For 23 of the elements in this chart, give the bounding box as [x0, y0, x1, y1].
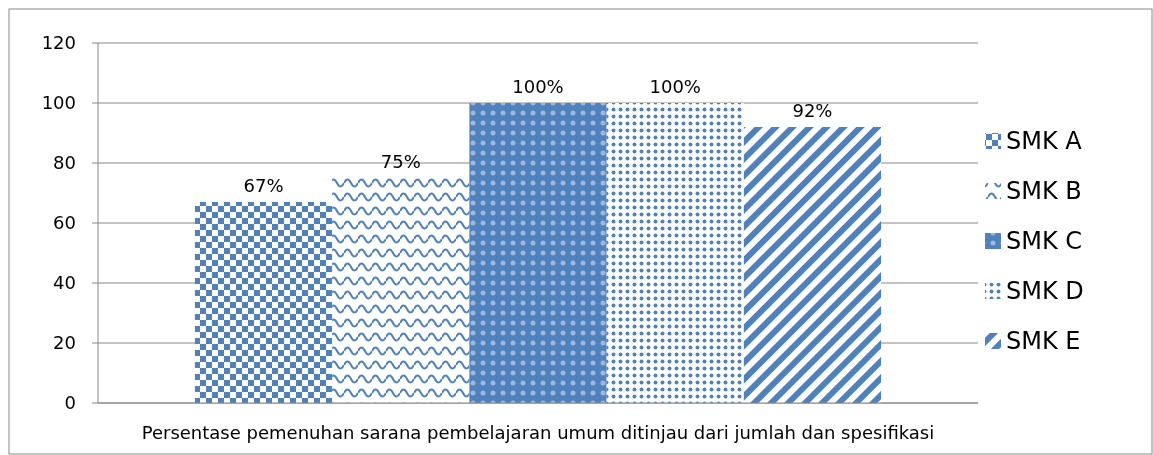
y-tick-label: 120 — [41, 32, 76, 54]
data-label: 92% — [792, 100, 833, 121]
y-tick-label: 40 — [53, 272, 76, 294]
bar — [606, 103, 744, 403]
data-label: 67% — [243, 175, 284, 196]
legend-label: SMK C — [1006, 227, 1083, 256]
data-label: 100% — [649, 76, 701, 97]
x-tick-label: Persentase pemenuhan sarana pembelajaran umum ditinjau dari jumlah dan spesifikasi — [141, 422, 935, 443]
y-tick-label: 100 — [41, 92, 76, 114]
bar — [194, 202, 333, 403]
data-label: 100% — [512, 76, 564, 97]
y-tick-label: 60 — [53, 212, 76, 234]
legend-label: SMK B — [1006, 177, 1082, 206]
legend-label: SMK A — [1006, 127, 1083, 156]
bar — [743, 127, 882, 403]
y-tick-label: 80 — [53, 152, 76, 174]
y-tick-label: 0 — [64, 392, 76, 414]
legend-label: SMK E — [1006, 327, 1081, 356]
bar — [469, 103, 607, 403]
y-tick-label: 20 — [53, 332, 76, 354]
data-label: 75% — [380, 151, 421, 172]
bar — [332, 178, 470, 403]
legend-label: SMK D — [1006, 277, 1084, 306]
